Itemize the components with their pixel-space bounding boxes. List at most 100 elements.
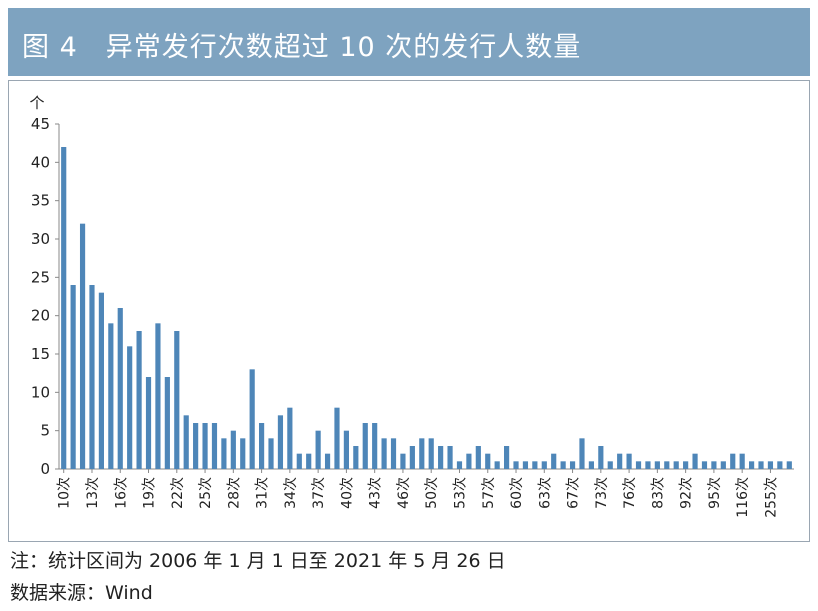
bar [193,423,199,469]
x-tick-label: 10次 [57,477,73,509]
x-tick-label: 60次 [509,477,525,509]
bar [315,430,321,469]
x-tick-label: 83次 [650,477,666,509]
y-axis-unit-label: 个 [29,94,44,112]
bar [664,461,670,469]
y-tick-label: 45 [31,115,50,133]
bar [343,430,349,469]
bar [598,446,604,469]
bar [89,285,95,469]
bar [230,430,236,469]
x-tick-label: 40次 [339,477,355,509]
x-tick-label: 37次 [311,477,327,509]
source-text: 数据来源：Wind [10,582,153,604]
bar [617,453,623,469]
bar [683,461,689,469]
bar [174,331,180,469]
bar [522,461,529,469]
x-tick-label: 13次 [85,477,101,509]
x-tick-label: 95次 [707,477,723,509]
bar [155,323,161,469]
bar [353,446,359,469]
x-tick-label: 19次 [142,477,158,509]
bar [767,461,774,469]
bar [183,415,189,469]
bar [513,461,519,469]
x-tick-label: 25次 [198,477,214,509]
bar [127,346,133,469]
bar [475,446,481,469]
bar [560,461,566,469]
bar [61,147,67,469]
y-tick-label: 0 [40,460,50,478]
bar [98,292,104,469]
bar [692,453,698,469]
bar [240,438,246,469]
x-tick-label: 16次 [113,477,129,509]
x-tick-label: 50次 [424,477,440,509]
bar [447,446,453,469]
bar [635,461,642,469]
bar [428,438,434,469]
bar [579,438,585,469]
x-tick-label: 92次 [679,477,695,509]
bar [268,438,274,469]
bar [739,453,745,469]
bar [711,461,717,469]
bar [494,461,500,469]
x-tick-label: 76次 [622,477,638,509]
bar [306,453,312,469]
bar [287,407,293,469]
bar [296,453,302,469]
bar [749,461,755,469]
bar [532,461,538,469]
bar [777,461,783,469]
bar [164,377,170,469]
title-bar: 图 4 异常发行次数超过 10 次的发行人数量 [8,8,810,76]
y-tick-label: 25 [31,268,50,286]
bar [569,461,576,469]
x-tick-label: 57次 [481,477,497,509]
x-tick-label: 31次 [255,477,271,509]
bar [202,423,208,469]
y-tick-label: 20 [31,307,50,325]
x-tick-label: 46次 [396,477,412,509]
bar [607,461,613,469]
y-tick-label: 5 [40,422,50,440]
note-text: 注：统计区间为 2006 年 1 月 1 日至 2021 年 5 月 26 日 [10,550,506,572]
y-tick-label: 10 [31,383,50,401]
bar [456,461,463,469]
x-tick-label: 43次 [368,477,384,509]
bar [551,453,557,469]
bar [541,461,547,469]
x-tick-label: 63次 [537,477,553,509]
bar [334,407,340,469]
bar [438,446,444,469]
bar [626,453,632,469]
bar [211,423,218,469]
bar [485,453,491,469]
x-tick-label: 22次 [170,477,186,509]
bar [249,369,255,469]
bar [720,461,726,469]
x-tick-label: 116次 [735,477,751,518]
x-tick-label: 255次 [763,477,779,518]
bar [654,461,660,469]
bar [70,285,76,469]
bar [117,308,123,469]
bar [701,461,708,469]
bar [409,446,415,469]
bar [390,438,397,469]
y-tick-label: 35 [31,192,50,210]
bar [645,461,651,469]
bar [400,453,406,469]
bar [673,461,679,469]
bar [145,377,152,469]
y-tick-label: 40 [31,153,50,171]
bar [786,461,792,469]
bar [419,438,425,469]
bar [381,438,387,469]
x-tick-label: 73次 [594,477,610,509]
bar [362,423,368,469]
bar [108,323,114,469]
